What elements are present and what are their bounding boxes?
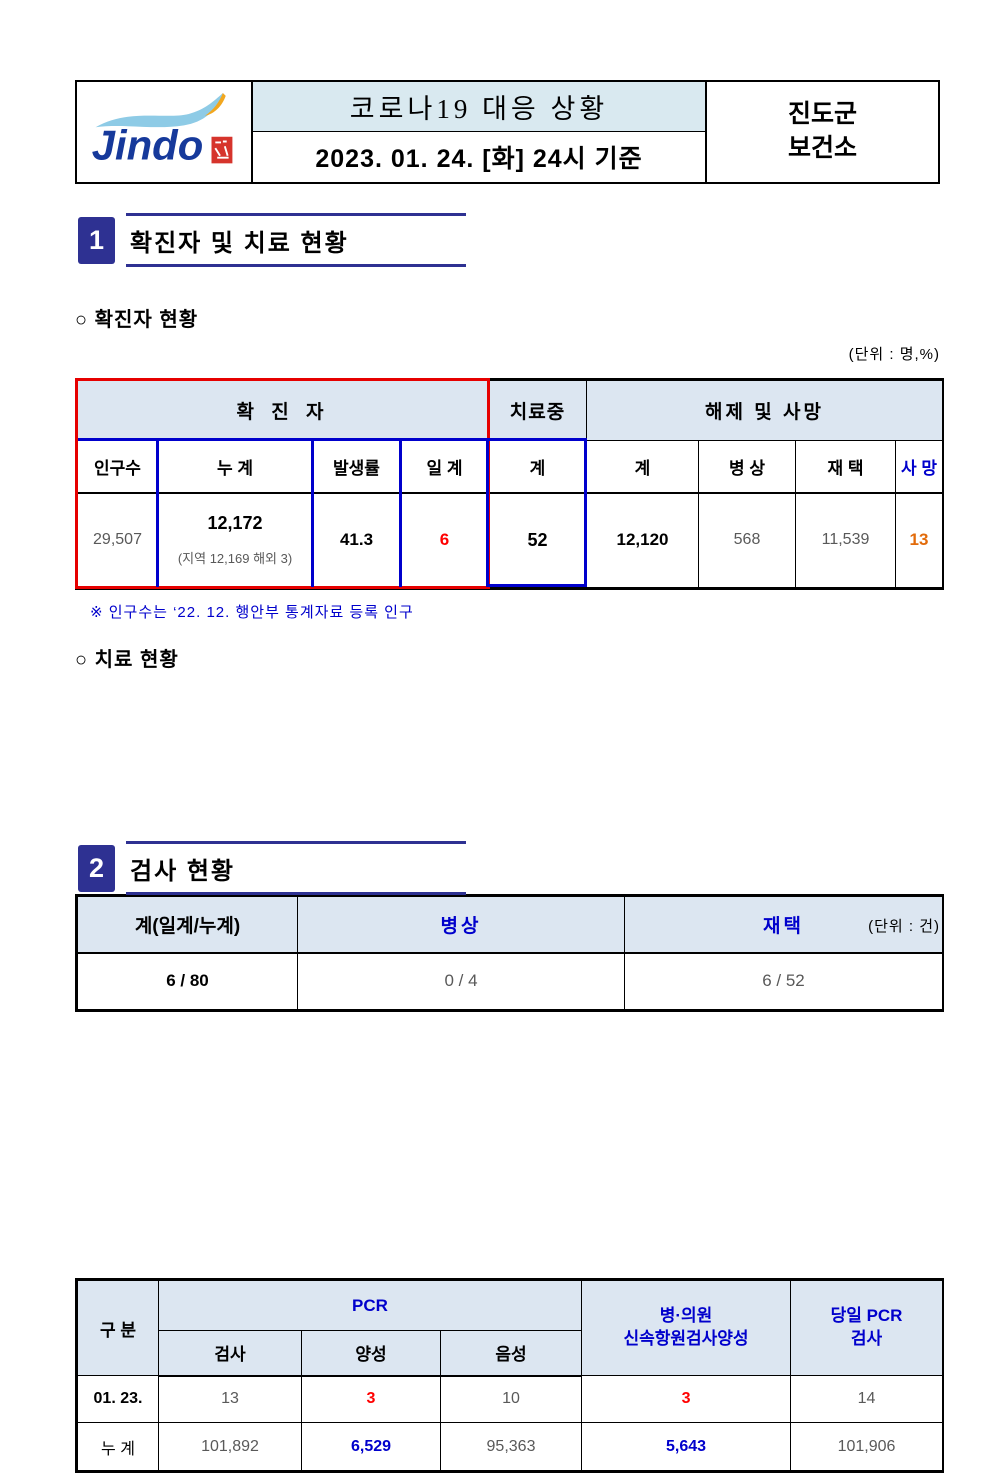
cell-deaths: 13 bbox=[894, 492, 944, 588]
col-sameday-pcr: 당일 PCR 검사 bbox=[790, 1280, 944, 1376]
cell-rate: 41.3 bbox=[312, 492, 401, 588]
cell-released-total: 12,120 bbox=[586, 492, 699, 588]
group-header-in-treatment: 치료중 bbox=[488, 380, 587, 441]
cell-exams: 13 bbox=[158, 1375, 302, 1423]
cell-rat-positive: 5,643 bbox=[581, 1422, 792, 1471]
tests-table: 구 분 PCR 병·의원 신속항원검사양성 당일 PCR 검사 검사 양성 음성… bbox=[77, 1280, 944, 1471]
col-deaths: 사 망 bbox=[894, 440, 944, 494]
cell-sameday: 101,906 bbox=[790, 1422, 944, 1471]
cell-hospital-beds: 0 / 4 bbox=[297, 952, 625, 1010]
section1-heading: 1 확진자 및 치료 현황 bbox=[78, 213, 466, 267]
cell-cumulative: 12,172 (지역 12,169 해외 3) bbox=[157, 492, 313, 588]
organization-name: 진도군 보건소 bbox=[707, 82, 938, 182]
row-label: 누 계 bbox=[77, 1422, 159, 1471]
section2-topline bbox=[126, 841, 466, 844]
logo-seal bbox=[211, 136, 233, 164]
confirmed-unit-note: (단위 : 명,%) bbox=[848, 346, 940, 363]
col-treating-total: 계 bbox=[488, 440, 587, 494]
col-pcr-exams: 검사 bbox=[158, 1330, 302, 1377]
cell-rat-positive: 3 bbox=[581, 1375, 792, 1423]
section2-heading: 2 검사 현황 bbox=[78, 841, 466, 895]
cumulative-value: 12,172 bbox=[207, 513, 263, 534]
group-header-confirmed: 확 진 자 bbox=[77, 380, 489, 441]
document-title: 코로나19 대응 상황 bbox=[253, 82, 705, 132]
col-daily: 일 계 bbox=[400, 440, 489, 494]
col-home: 재 택 bbox=[795, 440, 896, 494]
cell-exams: 101,892 bbox=[158, 1422, 302, 1471]
population-footnote: ※ 인구수는 ‘22. 12. 행안부 통계자료 등록 인구 bbox=[90, 604, 414, 621]
rat-line1: 병·의원 bbox=[659, 1306, 713, 1326]
logo-wordmark: Jindo bbox=[92, 122, 203, 169]
tests-row-cumulative: 누 계 101,892 6,529 95,363 5,643 101,906 bbox=[77, 1422, 944, 1471]
cell-sameday: 14 bbox=[790, 1375, 944, 1423]
confirmed-table: 확 진 자 치료중 해제 및 사망 인구수 누 계 발생률 일 계 계 계 병 … bbox=[77, 380, 944, 588]
col-cumulative: 누 계 bbox=[157, 440, 313, 494]
section2-title: 검사 현황 bbox=[130, 858, 235, 885]
cumulative-breakdown: (지역 12,169 해외 3) bbox=[177, 551, 293, 567]
section1-title-wrap: 확진자 및 치료 현황 bbox=[126, 213, 466, 267]
cell-positive: 3 bbox=[301, 1375, 441, 1423]
col-released-total: 계 bbox=[586, 440, 699, 494]
header-center: 코로나19 대응 상황 2023. 01. 24. [화] 24시 기준 bbox=[253, 82, 707, 182]
cell-daily: 6 bbox=[400, 492, 489, 588]
org-line1: 진도군 bbox=[787, 100, 857, 129]
sameday-line2: 검사 bbox=[850, 1329, 883, 1348]
cell-hospital: 568 bbox=[698, 492, 796, 588]
treatment-subheading: ○ 치료 현황 bbox=[75, 649, 179, 671]
tests-table-wrap: 구 분 PCR 병·의원 신속항원검사양성 당일 PCR 검사 검사 양성 음성… bbox=[75, 1278, 944, 1473]
col-rat-positive: 병·의원 신속항원검사양성 bbox=[581, 1280, 792, 1376]
cell-negative: 95,363 bbox=[439, 1422, 583, 1471]
report-datetime: 2023. 01. 24. [화] 24시 기준 bbox=[315, 145, 643, 173]
section2-bottomline bbox=[126, 892, 466, 895]
col-category: 구 분 bbox=[77, 1280, 159, 1376]
treatment-table-wrap: 계(일계/누계) 병상 재택 6 / 80 0 / 4 6 / 52 bbox=[75, 894, 944, 1012]
cell-population: 29,507 bbox=[77, 492, 158, 588]
jindo-logo-icon: Jindo bbox=[92, 93, 233, 169]
section1-number-badge: 1 bbox=[78, 216, 115, 264]
confirmed-table-wrap: 확 진 자 치료중 해제 및 사망 인구수 누 계 발생률 일 계 계 계 병 … bbox=[75, 378, 944, 590]
col-rate: 발생률 bbox=[312, 440, 401, 494]
group-header-released-death: 해제 및 사망 bbox=[585, 380, 944, 441]
document-header: Jindo 코로나19 대응 상황 2023. 01. 24. [화] 24시 … bbox=[75, 80, 940, 184]
tests-row-daily: 01. 23. 13 3 10 3 14 bbox=[77, 1375, 944, 1423]
col-pcr-group: PCR bbox=[157, 1280, 583, 1331]
section2-title-wrap: 검사 현황 bbox=[126, 841, 466, 895]
section1-title: 확진자 및 치료 현황 bbox=[130, 230, 349, 257]
col-hospital-beds: 병상 bbox=[297, 896, 625, 954]
col-pcr-positive: 양성 bbox=[301, 1330, 441, 1377]
org-line2: 보건소 bbox=[787, 134, 857, 162]
sameday-line1: 당일 PCR bbox=[830, 1306, 903, 1326]
cell-negative: 10 bbox=[439, 1375, 583, 1423]
tests-unit-note: (단위 : 건) bbox=[868, 918, 940, 935]
section1-bottomline bbox=[126, 264, 466, 267]
col-pcr-negative: 음성 bbox=[439, 1330, 583, 1377]
treatment-table: 계(일계/누계) 병상 재택 6 / 80 0 / 4 6 / 52 bbox=[77, 896, 943, 1010]
cell-home-care: 6 / 52 bbox=[624, 952, 943, 1010]
section1-topline bbox=[126, 213, 466, 216]
cell-treating: 52 bbox=[488, 492, 587, 588]
cell-total-daily-cumulative: 6 / 80 bbox=[77, 952, 298, 1010]
col-total-daily-cumulative: 계(일계/누계) bbox=[77, 896, 298, 954]
rat-line2: 신속항원검사양성 bbox=[623, 1329, 749, 1348]
cell-home: 11,539 bbox=[795, 492, 896, 588]
confirmed-subheading: ○ 확진자 현황 bbox=[75, 309, 199, 331]
col-population: 인구수 bbox=[77, 440, 158, 494]
col-home-care: 재택 bbox=[624, 896, 943, 954]
col-hospital: 병 상 bbox=[698, 440, 796, 494]
row-label: 01. 23. bbox=[77, 1375, 159, 1423]
cell-positive: 6,529 bbox=[301, 1422, 441, 1471]
logo-cell: Jindo bbox=[77, 82, 253, 182]
section2-number-badge: 2 bbox=[78, 844, 115, 892]
